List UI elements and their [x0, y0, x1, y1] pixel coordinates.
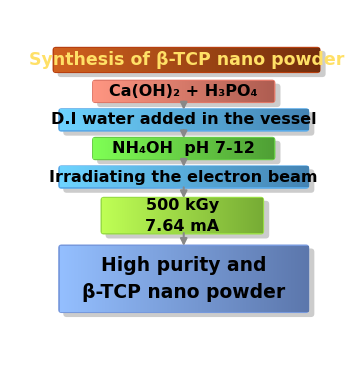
- FancyBboxPatch shape: [58, 51, 326, 77]
- FancyBboxPatch shape: [58, 108, 309, 132]
- Text: High purity and
β-TCP nano powder: High purity and β-TCP nano powder: [82, 256, 285, 302]
- FancyBboxPatch shape: [58, 244, 309, 313]
- FancyBboxPatch shape: [63, 169, 314, 193]
- FancyBboxPatch shape: [97, 141, 281, 164]
- FancyBboxPatch shape: [92, 80, 276, 103]
- Text: NH₄OH  pH 7-12: NH₄OH pH 7-12: [112, 141, 255, 156]
- FancyBboxPatch shape: [106, 201, 269, 239]
- FancyBboxPatch shape: [58, 165, 309, 189]
- Text: 500 kGy
7.64 mA: 500 kGy 7.64 mA: [145, 198, 219, 234]
- FancyBboxPatch shape: [63, 249, 314, 317]
- FancyBboxPatch shape: [97, 83, 281, 107]
- Text: Irradiating the electron beam: Irradiating the electron beam: [50, 170, 318, 184]
- Text: Ca(OH)₂ + H₃PO₄: Ca(OH)₂ + H₃PO₄: [110, 84, 258, 99]
- FancyBboxPatch shape: [52, 47, 321, 73]
- Text: D.I water added in the vessel: D.I water added in the vessel: [51, 112, 317, 127]
- FancyBboxPatch shape: [63, 112, 314, 136]
- FancyBboxPatch shape: [92, 137, 276, 160]
- FancyBboxPatch shape: [100, 197, 264, 234]
- Text: Synthesis of β-TCP nano powder: Synthesis of β-TCP nano powder: [29, 51, 344, 69]
